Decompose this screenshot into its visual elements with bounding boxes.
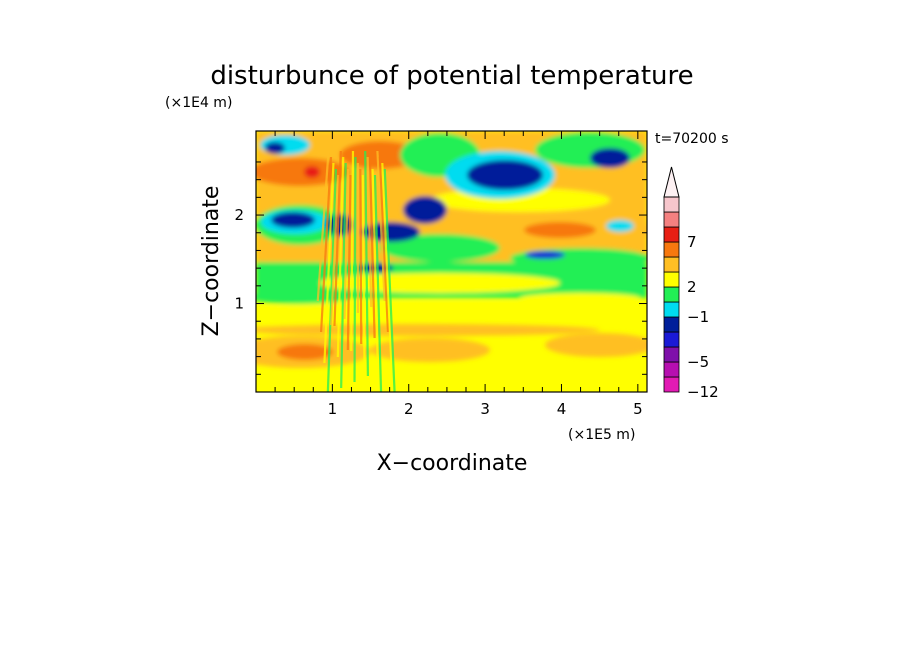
chart-title: disturbunce of potential temperature (210, 61, 693, 91)
colorbar-swatch (663, 286, 680, 303)
wave-stripe (330, 174, 340, 326)
wave-stripe (364, 150, 370, 377)
colorbar: −12−5−127 (663, 166, 719, 401)
colorbar-swatch (663, 376, 680, 393)
colorbar-swatch (663, 256, 680, 273)
y-tick-label: 1 (234, 295, 244, 313)
colorbar-label: 2 (687, 278, 697, 296)
wave-stripe (333, 150, 342, 327)
wave-stripe (359, 168, 363, 345)
wave-stripe (340, 162, 347, 389)
wave-stripe (376, 150, 386, 302)
colorbar-label: −1 (687, 308, 709, 326)
x-unit-label: (×1E5 m) (568, 427, 635, 443)
wave-stripe (361, 174, 366, 376)
colorbar-swatch (663, 346, 680, 363)
y-unit-label: (×1E4 m) (165, 95, 232, 111)
wave-stripe (323, 162, 335, 364)
colorbar-overflow-arrow (663, 166, 680, 198)
wave-stripe (366, 156, 373, 308)
plot-frame (255, 130, 648, 393)
colorbar-swatch (663, 271, 680, 288)
y-axis-label: Z−coordinate (199, 186, 224, 337)
colorbar-label: −12 (687, 383, 719, 401)
x-tick-label: 1 (328, 400, 338, 418)
colorbar-swatch (663, 316, 680, 333)
x-axis-label: X−coordinate (377, 451, 528, 476)
wave-stripe (381, 162, 393, 364)
y-tick-label: 2 (234, 206, 244, 224)
wave-stripe (326, 168, 337, 392)
wave-stripe (336, 156, 345, 358)
wave-stripe (353, 156, 357, 383)
contour-field (256, 131, 647, 392)
time-label: t=70200 s (655, 131, 729, 147)
wave-stripe (319, 156, 333, 333)
wave-stripe (373, 174, 383, 392)
wave-stripe (346, 174, 352, 351)
wave-stripes (316, 150, 396, 392)
wave-stripe (343, 168, 350, 320)
colorbar-swatch (663, 301, 680, 318)
wave-stripe (350, 150, 355, 352)
x-tick-label: 4 (557, 400, 567, 418)
y-axis: 12 (234, 161, 647, 375)
x-axis: 1 2 3 4 5 (274, 131, 643, 418)
wave-stripe (371, 168, 380, 370)
colorbar-label: −5 (687, 353, 709, 371)
wave-stripe (316, 150, 330, 302)
wave-stripe (378, 156, 390, 333)
wave-stripe (383, 168, 396, 392)
x-tick-label: 3 (480, 400, 490, 418)
wave-stripe (368, 162, 376, 339)
x-tick-label: 2 (404, 400, 414, 418)
colorbar-swatch (663, 361, 680, 378)
colorbar-label: 7 (687, 233, 697, 251)
colorbar-swatch (663, 211, 680, 228)
colorbar-swatch (663, 226, 680, 243)
colorbar-swatch (663, 331, 680, 348)
colorbar-swatch (663, 196, 680, 213)
colorbar-swatch (663, 241, 680, 258)
x-tick-label: 5 (633, 400, 643, 418)
